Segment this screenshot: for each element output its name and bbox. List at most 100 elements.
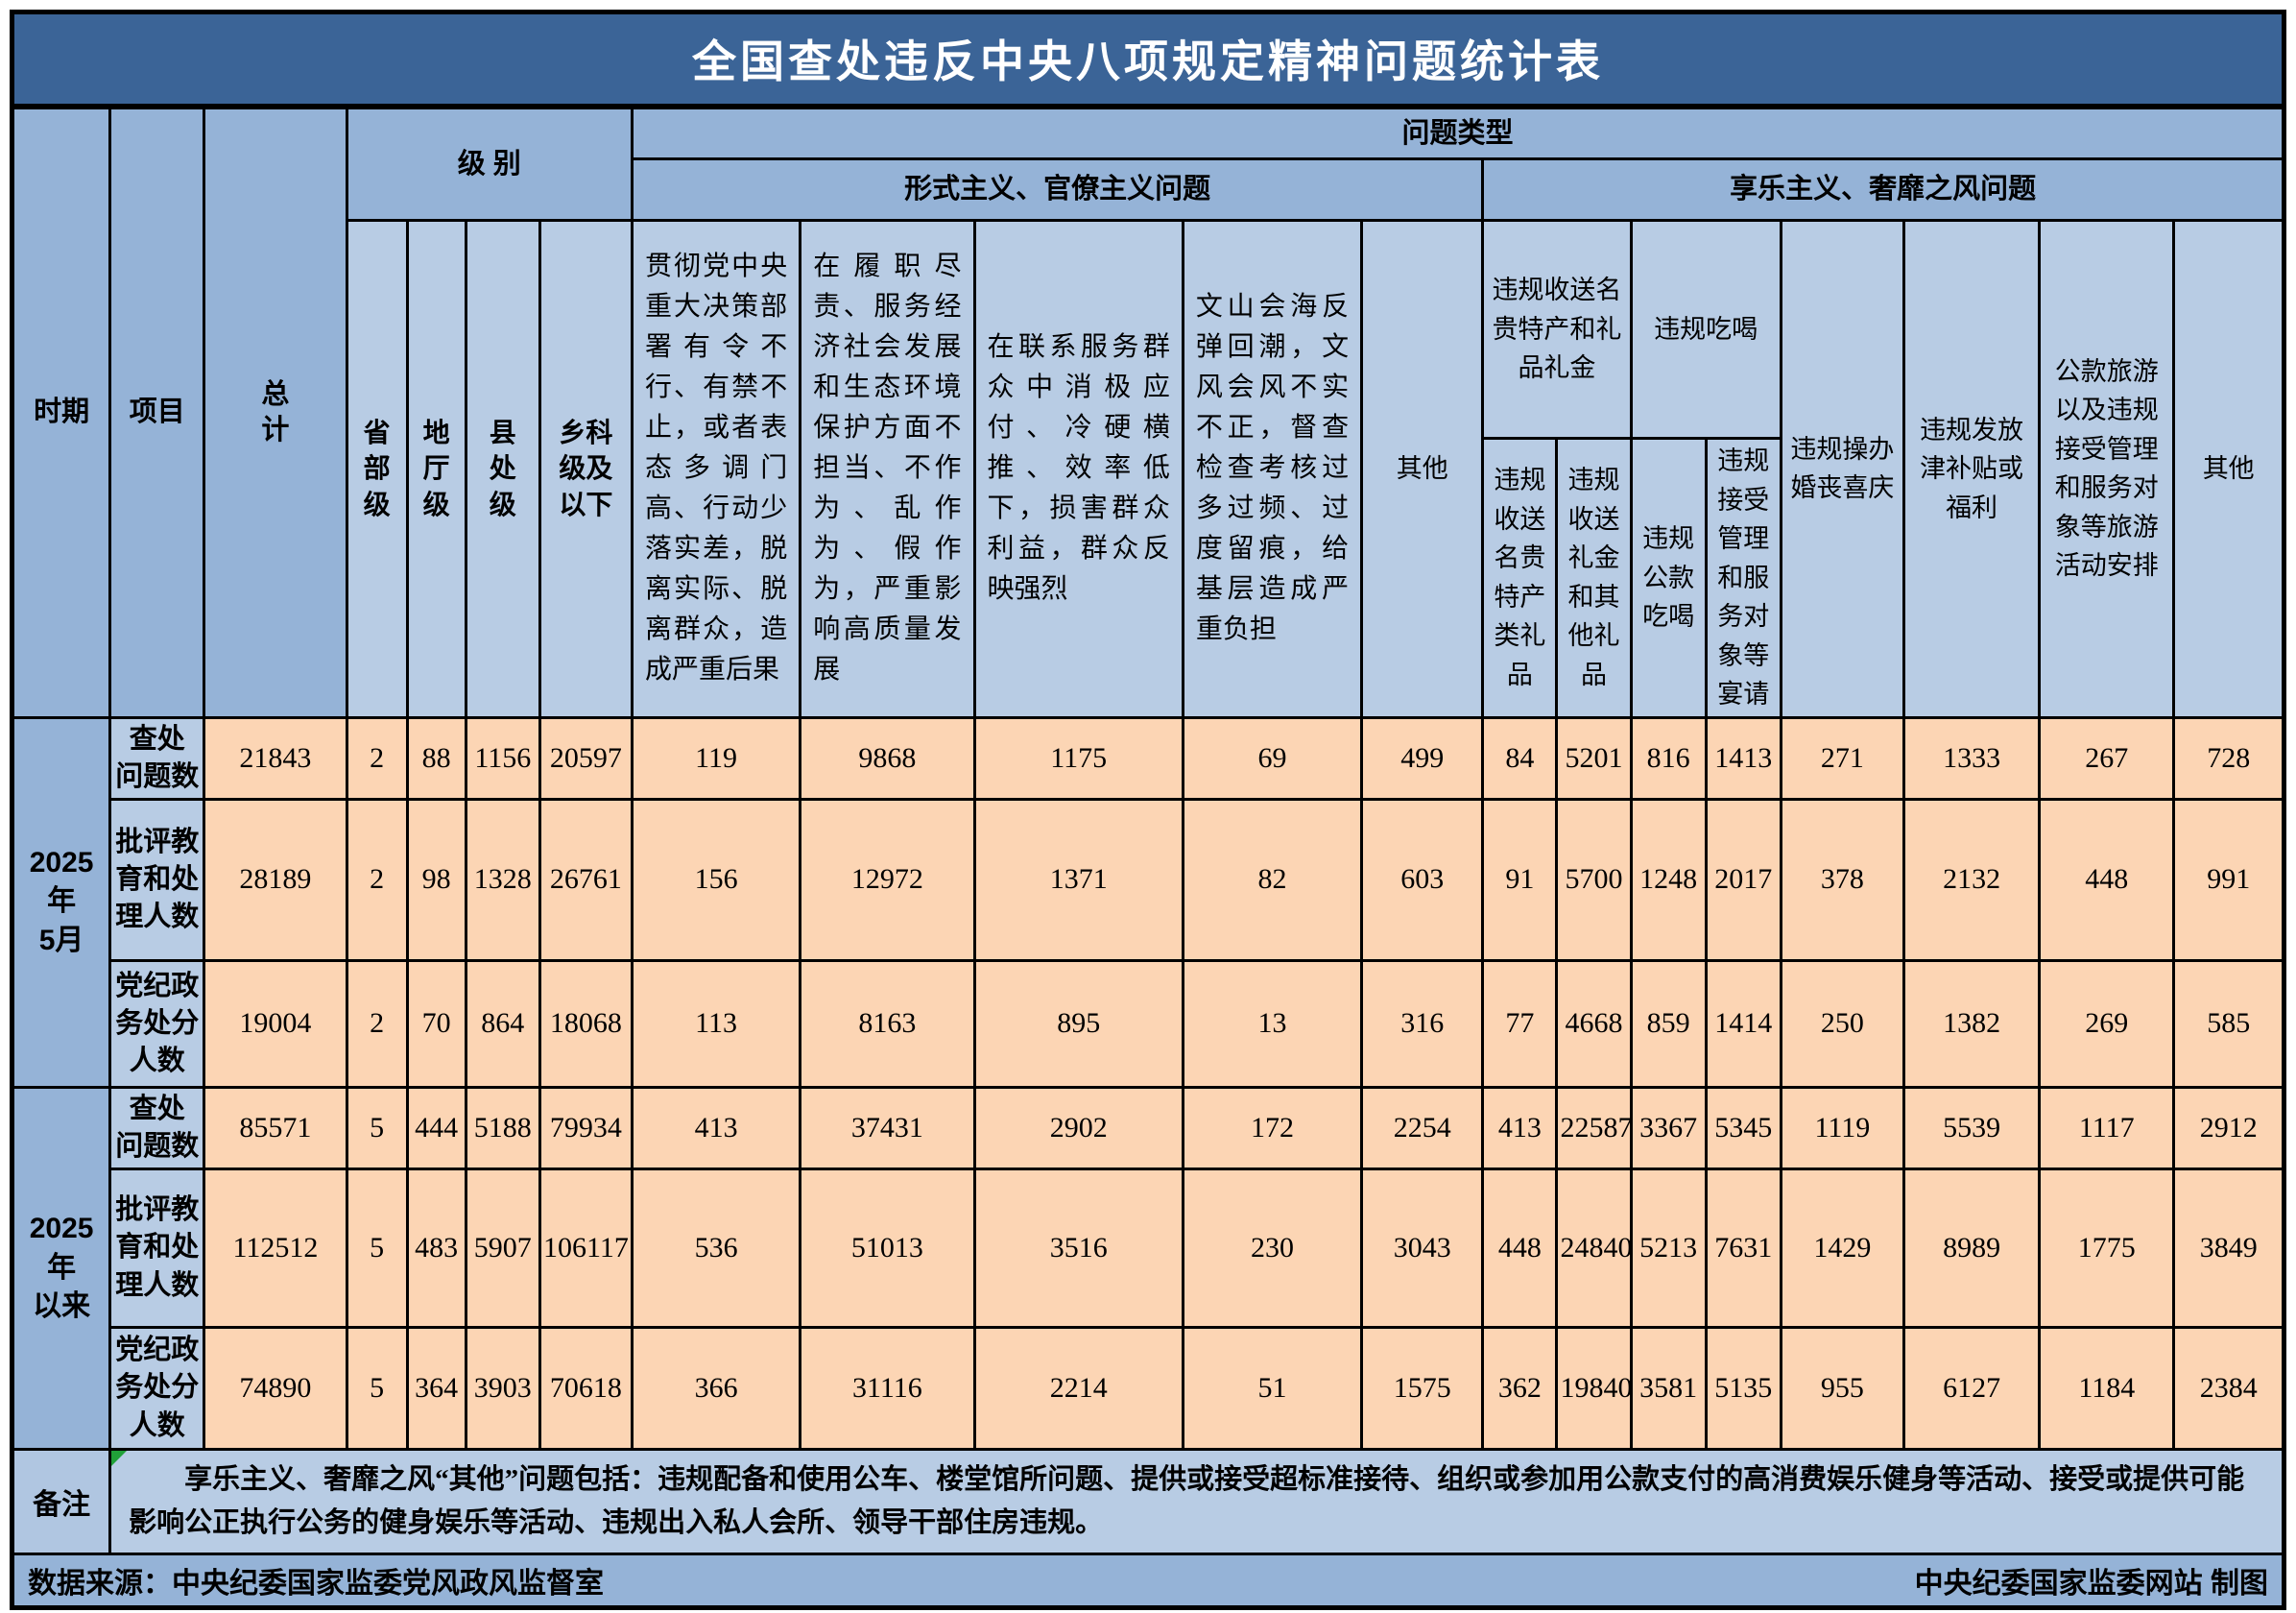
data-cell: 728: [2172, 715, 2285, 801]
data-cell: 5201: [1555, 715, 1633, 801]
data-cell: 1429: [1779, 1168, 1905, 1330]
data-cell: 2132: [1901, 797, 2042, 962]
data-cell: 91: [1481, 797, 1559, 962]
data-cell: 444: [405, 1085, 467, 1171]
data-cell: 1333: [1901, 715, 2042, 801]
data-cell: 1575: [1360, 1326, 1485, 1452]
data-cell: 269: [2038, 958, 2176, 1089]
data-cell: 5: [345, 1085, 409, 1171]
col-header-formalism-2: 在履职尽责、服务经济社会发展和生态环境保护方面不担当、不作为、乱作为、假作为，严…: [799, 219, 976, 719]
col-group-dining: 违规吃喝: [1629, 219, 1782, 440]
data-cell: 119: [630, 715, 802, 801]
table-row: 2025年 5月 查处 问题数 21843 2 88 1156 20597 11…: [10, 715, 2285, 1089]
row-label: 批评教 育和处 理人数: [108, 797, 206, 962]
data-cell: 22587: [1555, 1085, 1633, 1171]
data-cell: 366: [630, 1326, 802, 1452]
note-row: 备注 享乐主义、奢靡之风“其他”问题包括：违规配备和使用公车、楼堂馆所问题、提供…: [10, 1448, 2285, 1555]
data-cell: 77: [1481, 958, 1559, 1089]
data-cell: 24840: [1555, 1168, 1633, 1330]
data-cell: 585: [2172, 958, 2285, 1089]
data-cell: 1775: [2038, 1168, 2176, 1330]
data-cell: 2: [345, 715, 409, 801]
data-cell: 70: [405, 958, 467, 1089]
data-cell: 483: [405, 1168, 467, 1330]
data-cell: 2214: [972, 1326, 1184, 1452]
data-cell: 1371: [972, 797, 1184, 962]
data-cell: 31116: [799, 1326, 976, 1452]
data-cell: 13: [1181, 958, 1364, 1089]
data-cell: 172: [1181, 1085, 1364, 1171]
data-cell: 3516: [972, 1168, 1184, 1330]
data-cell: 1119: [1779, 1085, 1905, 1171]
col-header-hedonism-other: 其他: [2172, 219, 2285, 719]
data-cell: 85571: [203, 1085, 348, 1171]
data-cell: 5539: [1901, 1085, 2042, 1171]
excel-error-indicator-icon: [112, 1452, 128, 1467]
col-header-county-level: 县 处 级: [464, 219, 541, 719]
col-group-hedonism: 享乐主义、奢靡之风问题: [1481, 157, 2285, 222]
col-header-formalism-3: 在联系服务群众中消极应付、冷硬横推、效率低下，损害群众利益，群众反映强烈: [972, 219, 1184, 719]
col-header-dining-public-funds: 违规公款吃喝: [1629, 437, 1708, 719]
data-cell: 8989: [1901, 1168, 2042, 1330]
data-cell: 2: [345, 958, 409, 1089]
data-cell: 5188: [464, 1085, 541, 1171]
data-cell: 12972: [799, 797, 976, 962]
data-cell: 816: [1629, 715, 1708, 801]
data-cell: 8163: [799, 958, 976, 1089]
data-cell: 37431: [799, 1085, 976, 1171]
col-header-item: 项目: [108, 105, 206, 719]
data-cell: 26761: [538, 797, 634, 962]
data-cell: 6127: [1901, 1326, 2042, 1452]
col-header-public-funded-travel: 公款旅游以及违规接受管理和服务对象等旅游活动安排: [2038, 219, 2176, 719]
data-cell: 1328: [464, 797, 541, 962]
data-cell: 230: [1181, 1168, 1364, 1330]
col-header-formalism-4: 文山会海反弹回潮，文风会风不实不正，督查检查考核过多过频、过度留痕，给基层造成严…: [1181, 219, 1364, 719]
data-cell: 28189: [203, 797, 348, 962]
col-header-total: 总 计: [203, 105, 348, 719]
data-cell: 895: [972, 958, 1184, 1089]
data-cell: 378: [1779, 797, 1905, 962]
data-cell: 955: [1779, 1326, 1905, 1452]
data-cell: 5345: [1704, 1085, 1782, 1171]
data-cell: 859: [1629, 958, 1708, 1089]
table-row: 2025年 以来 查处 问题数 85571 5 444 5188 79934 4…: [10, 1085, 2285, 1452]
data-cell: 2902: [972, 1085, 1184, 1171]
col-header-formalism-1: 贯彻党中央重大决策部署有令不行、有禁不止，或者表态多调门高、行动少落实差，脱离实…: [630, 219, 802, 719]
col-header-weddings-funerals: 违规操办婚丧喜庆: [1779, 219, 1905, 719]
data-cell: 2: [345, 797, 409, 962]
data-cell: 70618: [538, 1326, 634, 1452]
data-cell: 3367: [1629, 1085, 1708, 1171]
data-cell: 413: [1481, 1085, 1559, 1171]
data-cell: 5700: [1555, 797, 1633, 962]
data-cell: 4668: [1555, 958, 1633, 1089]
data-cell: 5135: [1704, 1326, 1782, 1452]
data-cell: 5: [345, 1168, 409, 1330]
data-cell: 21843: [203, 715, 348, 801]
col-header-province-level: 省 部 级: [345, 219, 409, 719]
col-header-prefecture-level: 地 厅 级: [405, 219, 467, 719]
col-header-gifts-cash: 违规收送礼金和其他礼品: [1555, 437, 1633, 719]
data-cell: 250: [1779, 958, 1905, 1089]
note-cell: 享乐主义、奢靡之风“其他”问题包括：违规配备和使用公车、楼堂馆所问题、提供或接受…: [108, 1448, 2285, 1555]
col-group-level: 级 别: [345, 105, 634, 222]
data-cell: 2017: [1704, 797, 1782, 962]
data-cell: 2254: [1360, 1085, 1485, 1171]
data-cell: 1184: [2038, 1326, 2176, 1452]
data-cell: 106117: [538, 1168, 634, 1330]
note-text: 享乐主义、奢靡之风“其他”问题包括：违规配备和使用公车、楼堂馆所问题、提供或接受…: [129, 1464, 2245, 1538]
data-cell: 2912: [2172, 1085, 2285, 1171]
data-cell: 156: [630, 797, 802, 962]
table-row: 批评教 育和处 理人数 112512 5 483 5907 106117 536…: [12, 1168, 2285, 1330]
data-cell: 51013: [799, 1168, 976, 1330]
data-cell: 991: [2172, 797, 2285, 962]
data-cell: 448: [1481, 1168, 1559, 1330]
row-label: 批评教 育和处 理人数: [108, 1168, 206, 1330]
data-cell: 1414: [1704, 958, 1782, 1089]
data-cell: 82: [1181, 797, 1364, 962]
data-cell: 74890: [203, 1326, 348, 1452]
col-header-township-level: 乡科 级及 以下: [538, 219, 634, 719]
data-cell: 5907: [464, 1168, 541, 1330]
row-label: 党纪政 务处分 人数: [108, 958, 206, 1089]
data-cell: 1248: [1629, 797, 1708, 962]
data-cell: 9868: [799, 715, 976, 801]
